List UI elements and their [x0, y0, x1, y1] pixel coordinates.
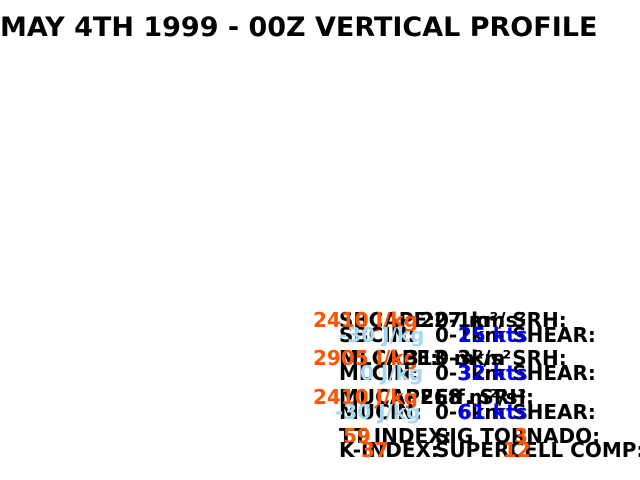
mlcin-value: 0 J/kg: [360, 361, 424, 385]
shear-03-value: 32 kts: [458, 361, 528, 385]
srh-03-value: 313 m²/s²: [405, 346, 512, 370]
tt-index-value: 59: [343, 424, 371, 448]
supercell-comp-label: SUPERCELL COMP:: [435, 438, 640, 462]
shear-01-label: 0-1km SHEAR:: [435, 323, 596, 347]
mlcape-value: 2905 J/kg: [313, 346, 418, 370]
sbcin-value: -30 J/kg: [339, 323, 425, 347]
srh-01-label: 0-1km SRH:: [435, 308, 567, 332]
k-index-value: 37: [361, 438, 389, 462]
supercell-comp-value: 12: [503, 438, 531, 462]
mucape-label: MUCAPE:: [339, 385, 442, 409]
mlcin-label: MLCIN:: [339, 361, 419, 385]
srh-eff-value: 268 m²/s²: [420, 385, 527, 409]
sbcape-label: SBCAPE:: [339, 308, 436, 332]
srh-01-value: 227 m²/s²: [420, 308, 527, 332]
shear-03-label: 0-3km SHEAR:: [435, 361, 596, 385]
shear-06-value: 61 kts: [458, 400, 528, 424]
srh-eff-label: Eff. SRH:: [435, 385, 534, 409]
sig-tornado-value: 3: [514, 424, 528, 448]
sbcape-value: 2410 J/kg: [313, 308, 418, 332]
srh-03-label: 0-3km SRH:: [435, 346, 567, 370]
tt-index-label: TT INDEX:: [339, 424, 452, 448]
sbcin-label: SBCIN:: [339, 323, 416, 347]
sig-tornado-label: SIG TORNADO:: [435, 424, 601, 448]
mucape-value: 2410 J/kg: [313, 385, 418, 409]
mlcape-label: MLCAPE:: [339, 346, 439, 370]
page-title: MAY 4TH 1999 - 00Z VERTICAL PROFILE: [0, 12, 598, 43]
mucin-label: MUCIN:: [339, 400, 422, 424]
shear-01-value: 25 kts: [458, 323, 528, 347]
shear-06-label: 0-6km SHEAR:: [435, 400, 596, 424]
mucin-value: -30 J/kg: [335, 400, 421, 424]
k-index-label: K-INDEX:: [339, 438, 439, 462]
